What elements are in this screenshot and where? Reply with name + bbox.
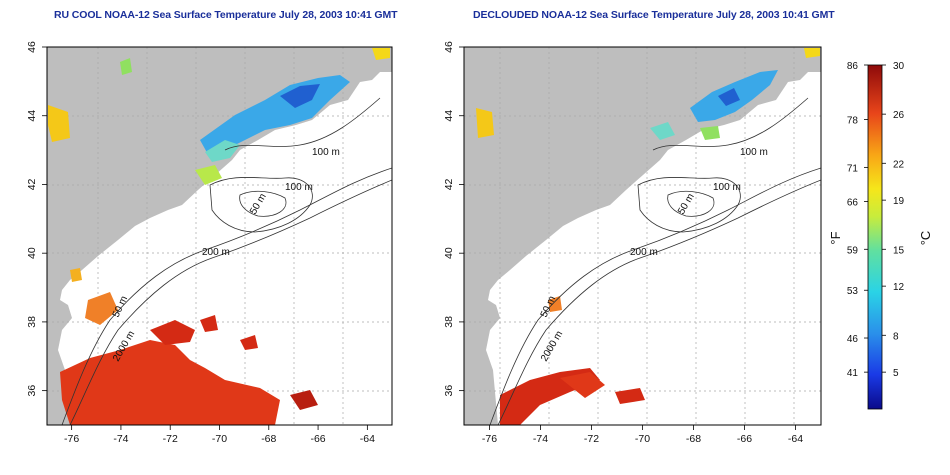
right-y-tick-label: 38 — [443, 316, 455, 328]
colorbar-frame — [867, 64, 883, 410]
right-x-tick-label: -74 — [533, 433, 548, 445]
left-y-tick-label: 36 — [26, 385, 38, 397]
celsius-unit-label: °C — [918, 231, 933, 246]
left-x-tick-label: -72 — [163, 433, 178, 445]
colorbar-fahrenheit-label: 78 — [847, 116, 859, 127]
right-y-tick-label: 40 — [443, 247, 455, 259]
colorbar-celsius-label: 8 — [893, 331, 899, 342]
right-y-tick-label: 42 — [443, 178, 455, 190]
fahrenheit-unit-label: °F — [828, 231, 843, 244]
colorbar-fahrenheit-label: 86 — [847, 61, 859, 72]
left-contour-label-b: 100 m — [285, 182, 313, 193]
left-map-title: RU COOL NOAA-12 Sea Surface Temperature … — [54, 9, 398, 21]
colorbar-fahrenheit-label: 41 — [847, 368, 859, 379]
colorbar-fahrenheit-label: 71 — [847, 163, 859, 174]
left-contour-label-d: 200 m — [202, 247, 230, 258]
colorbar-celsius-label: 19 — [893, 196, 905, 207]
left-x-tick-label: -68 — [261, 433, 276, 445]
left-sst-warm — [60, 268, 318, 425]
left-y-tick-label: 44 — [26, 110, 38, 122]
land-left — [47, 47, 392, 425]
colorbar-celsius-label: 12 — [893, 282, 905, 293]
right-x-tick-label: -70 — [635, 433, 650, 445]
colorbar-celsius-label: 26 — [893, 110, 905, 121]
colorbar-celsius-label: 15 — [893, 245, 905, 256]
right-contour-label-b: 100 m — [713, 182, 741, 193]
left-x-tick-label: -64 — [360, 433, 375, 445]
right-axes: -76 -74 -72 -70 -68 -66 -64 36 38 40 42 44 46 — [443, 41, 803, 445]
left-contour-label-a: 100 m — [312, 147, 340, 158]
right-x-tick-label: -76 — [482, 433, 497, 445]
right-sst-cool — [476, 48, 820, 140]
right-x-tick-label: -64 — [788, 433, 803, 445]
right-x-tick-label: -66 — [737, 433, 752, 445]
colorbar-ticks: 30 26 22 19 15 12 8 5 86 78 71 66 59 53 46 41 — [847, 61, 905, 379]
left-depth-contours — [61, 97, 392, 425]
right-contour-label-a: 100 m — [740, 147, 768, 158]
right-x-tick-label: -68 — [686, 433, 701, 445]
right-x-tick-label: -72 — [584, 433, 599, 445]
right-map-title: DECLOUDED NOAA-12 Sea Surface Temperatur… — [473, 9, 835, 21]
right-depth-contours — [489, 97, 821, 425]
colorbar-gradient — [868, 65, 882, 409]
right-contour-label-d: 200 m — [630, 247, 658, 258]
left-x-tick-label: -74 — [113, 433, 128, 445]
left-y-tick-label: 40 — [26, 247, 38, 259]
right-sst-warm — [500, 296, 645, 425]
colorbar-fahrenheit-label: 59 — [847, 245, 859, 256]
right-y-tick-label: 36 — [443, 385, 455, 397]
left-axes: -76 -74 -72 -70 -68 -66 -64 36 38 40 42 44 46 — [26, 41, 375, 445]
colorbar: 30 26 22 19 15 12 8 5 86 78 71 66 59 53 46 41 °F °C — [828, 61, 933, 410]
right-map-panel: 100 m 100 m 50 m 200 m 50 m 2000 m — [464, 47, 821, 425]
colorbar-fahrenheit-label: 66 — [847, 198, 859, 209]
land-right — [464, 47, 821, 425]
left-y-tick-label: 42 — [26, 178, 38, 190]
left-map-panel: 100 m 100 m 50 m 200 m 50 m 2000 m — [47, 47, 392, 425]
left-x-tick-label: -66 — [310, 433, 325, 445]
colorbar-celsius-label: 22 — [893, 159, 905, 170]
left-y-tick-label: 46 — [26, 41, 38, 53]
left-y-tick-label: 38 — [26, 316, 38, 328]
colorbar-celsius-label: 5 — [893, 368, 899, 379]
colorbar-fahrenheit-label: 53 — [847, 286, 859, 297]
right-y-tick-label: 46 — [443, 41, 455, 53]
right-gridlines — [464, 47, 821, 425]
left-sst-cool — [48, 48, 390, 185]
colorbar-fahrenheit-label: 46 — [847, 334, 859, 345]
left-x-tick-label: -76 — [64, 433, 79, 445]
colorbar-celsius-label: 30 — [893, 61, 905, 72]
right-y-tick-label: 44 — [443, 110, 455, 122]
left-x-tick-label: -70 — [212, 433, 227, 445]
